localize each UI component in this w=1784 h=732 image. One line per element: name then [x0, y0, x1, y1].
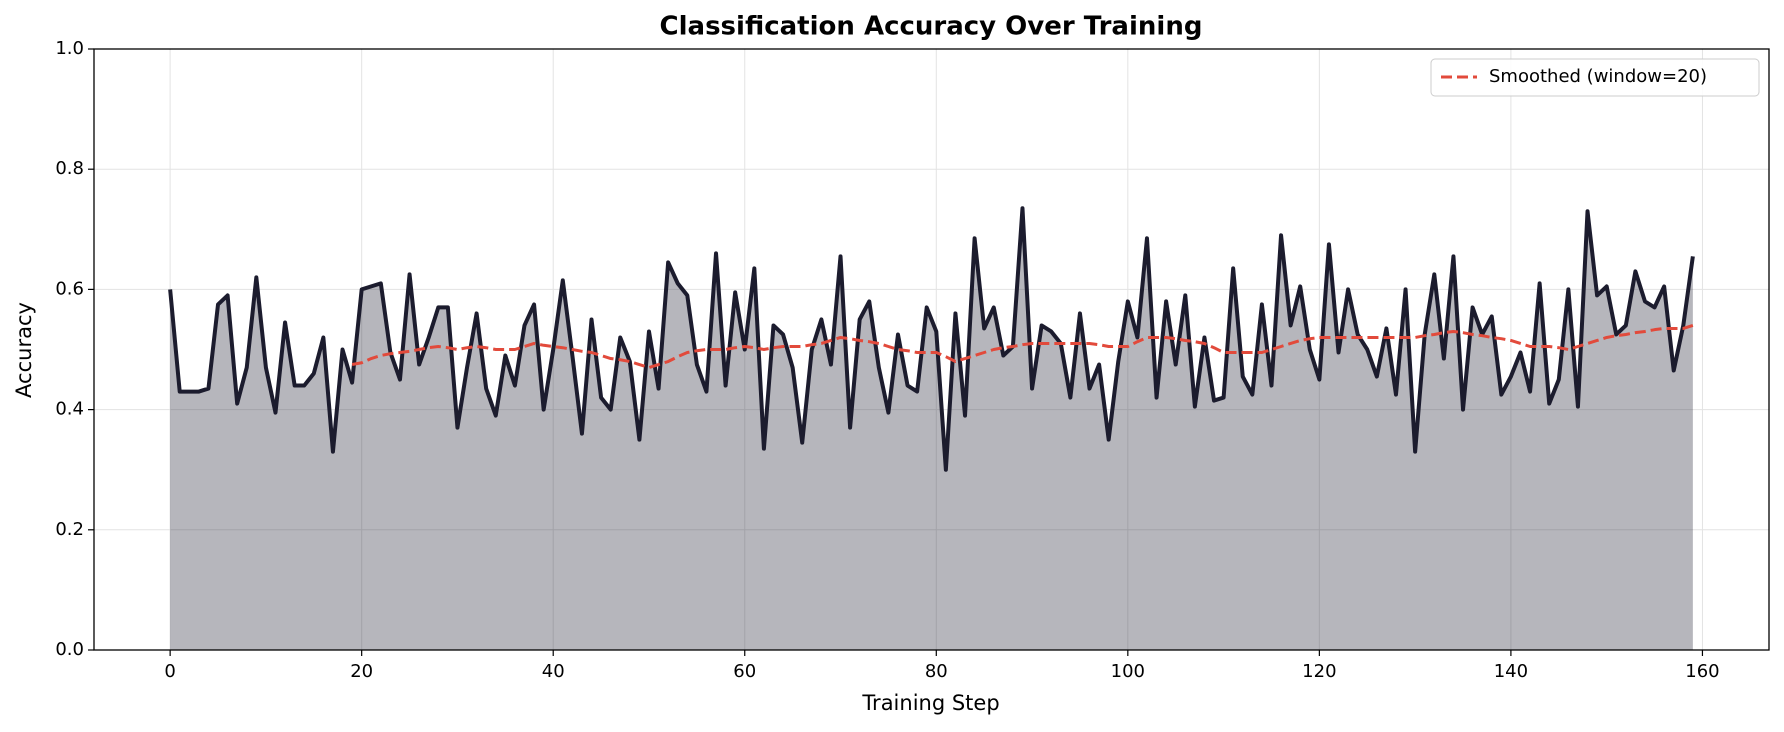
x-tick-label: 60: [733, 661, 756, 682]
y-tick-label: 1.0: [55, 38, 84, 59]
chart-title: Classification Accuracy Over Training: [660, 12, 1203, 42]
x-tick-label: 140: [1494, 661, 1528, 682]
plot-data: [168, 206, 1695, 650]
plot-frame: [93, 48, 1770, 651]
x-tick-label: 80: [925, 661, 948, 682]
x-tick-label: 40: [542, 661, 565, 682]
y-tick-label: 0.4: [55, 399, 84, 420]
smoothed-line: [351, 324, 1694, 370]
series-line: [168, 206, 1695, 472]
area: [170, 208, 1693, 650]
legend: Smoothed (window=20): [1430, 58, 1760, 97]
x-tick-label: 120: [1302, 661, 1336, 682]
x-axis-label: Training Step: [861, 691, 999, 715]
y-tick-label: 0.8: [55, 158, 84, 179]
x-tick-label: 100: [1111, 661, 1145, 682]
x-tick-label: 20: [350, 661, 373, 682]
y-tick-label: 0.0: [55, 639, 84, 660]
x-tick-label: 0: [164, 661, 175, 682]
y-axis-label: Accuracy: [12, 302, 36, 398]
y-tick-label: 0.6: [55, 278, 84, 299]
y-tick-label: 0.2: [55, 519, 84, 540]
x-tick-label: 160: [1685, 661, 1719, 682]
axes: 0.0 0.2 0.4 0.6 0.8 1.0 0 20 40 60 80 100 120 140 160: [55, 38, 1770, 682]
legend-box: [1430, 58, 1760, 97]
legend-label: Smoothed (window=20): [1489, 66, 1707, 87]
